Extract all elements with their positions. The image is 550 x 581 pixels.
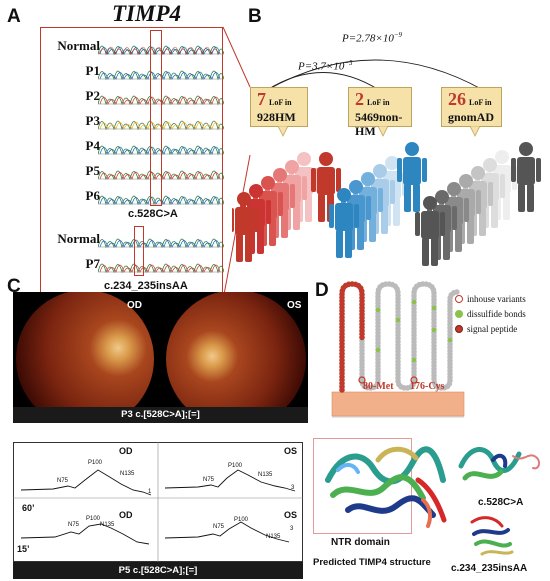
mutation-caption-2: c.234_235insAA [104,280,188,292]
fundus-os-label: OS [287,300,302,311]
row-label-p2: P2 [85,88,100,103]
mutation-caption-1: c.528C>A [128,208,178,220]
callout-lof: LoF in [269,98,292,107]
fundus-caption: P3 c.[528C>A];[=] [13,407,308,423]
panel-b-letter: B [248,6,262,27]
callout-gnomad: 26 LoF in gnomAD [441,87,502,127]
residue-label-176-cys: 176-Cys [410,381,445,392]
panel-a-letter: A [7,6,21,27]
mutant-1-label: c.528C>A [478,497,524,508]
predicted-structure-ribbon [325,446,447,528]
callout-hm: 7 LoF in 928HM [250,87,308,127]
callout-tails [277,126,481,137]
wave-label-n135: N135 [258,472,273,478]
fundus-od-label: OD [127,300,142,311]
p-value-mid: P=3.7×10−5 [298,59,353,73]
panel-d-letter: D [315,280,329,301]
wave-label-p100: P100 [228,463,243,469]
legend-inhouse-variants: inhouse variants [455,294,526,304]
wave-label-n135: N135 [120,471,135,477]
mutant-2-label: c.234_235insAA [451,563,528,574]
significance-brackets [266,59,484,91]
wave-label-n75: N75 [213,524,225,530]
panel-c-letter: C [7,276,21,297]
row-label-normal-2: Normal [57,231,100,246]
erg-time-60: 60’ [22,503,35,513]
row-label-p1: P1 [85,63,100,78]
legend-green-dot-icon [455,310,463,318]
wave-label-n75: N75 [68,522,80,528]
row-label-p6: P6 [85,188,100,203]
wave-end-number: 1 [148,489,152,495]
callout-non-hm: 2 LoF in 5469non-HM [348,87,412,138]
callout-lof: LoF in [367,98,390,107]
row-label-p7: P7 [85,256,100,271]
wave-end-number: 3 [291,485,295,491]
row-label-p5: P5 [85,163,100,178]
mutant-structure-2 [470,516,514,556]
callout-lof: LoF in [469,98,492,107]
p-value-top: P=2.78×10−9 [342,31,403,45]
wave-label-p100: P100 [234,517,249,523]
fundus-os-image [166,292,306,422]
erg-caption: P5 c.[528C>A];[=] [13,562,303,579]
legend-disulfide-bonds: dissulfide bonds [455,309,526,319]
erg-od-label-2: OD [119,510,133,520]
legend-signal-peptide: signal peptide [455,324,517,334]
erg-os-label: OS [284,446,298,456]
fundus-photos: OD OS [13,292,308,422]
row-label-p4: P4 [85,138,100,153]
gene-title: TIMP4 [112,1,181,26]
legend-red-dot-icon [455,325,463,333]
mutation-highlight-column [150,30,162,206]
wave-label-n135: N135 [100,522,115,528]
population-figures [232,142,541,266]
erg-waveforms [13,442,303,562]
protein-topology-diagram [331,281,465,418]
row-label-normal: Normal [57,38,100,53]
residue-label-80-met: 80-Met [363,381,394,392]
ntr-domain-label: NTR domain [331,537,390,548]
mutant-structure-1 [458,447,541,481]
fundus-od-image [16,292,154,422]
mutation-highlight-column-2 [134,226,144,276]
callout-count: 26 [448,89,466,109]
callout-group: 5469non-HM [355,110,403,138]
callout-count: 7 [257,89,266,109]
wave-label-n75: N75 [57,478,69,484]
chromatogram-trace [98,45,224,56]
predicted-structure-label: Predicted TIMP4 structure [313,557,431,568]
callout-count: 2 [355,89,364,109]
row-label-p3: P3 [85,113,100,128]
wave-label-n135: N135 [266,534,281,540]
wave-label-n75: N75 [203,477,215,483]
wave-label-p100: P100 [86,516,101,522]
legend-open-circle-icon [455,295,463,303]
erg-time-15: 15’ [17,544,30,554]
chromatogram-trace [98,263,224,274]
erg-os-label-2: OS [284,510,298,520]
chromatogram-trace [98,238,224,249]
callout-group: 928HM [257,110,296,124]
wave-label-p100: P100 [88,460,103,466]
erg-od-label: OD [119,446,133,456]
wave-end-number: 3 [290,526,294,532]
callout-group: gnomAD [448,110,495,124]
